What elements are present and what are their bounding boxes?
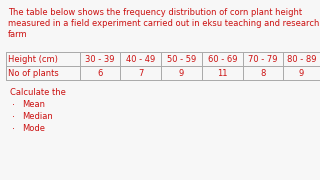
- Text: measured in a field experiment carried out in eksu teaching and research: measured in a field experiment carried o…: [8, 19, 319, 28]
- Text: farm: farm: [8, 30, 28, 39]
- Text: 50 - 59: 50 - 59: [167, 55, 196, 64]
- Bar: [6, 52, 80, 66]
- Text: 60 - 69: 60 - 69: [208, 55, 237, 64]
- Text: 30 - 39: 30 - 39: [85, 55, 115, 64]
- Text: Calculate the: Calculate the: [10, 88, 66, 97]
- Bar: [283, 52, 320, 66]
- Text: 11: 11: [217, 69, 228, 78]
- Text: The table below shows the frequency distribution of corn plant height: The table below shows the frequency dist…: [8, 8, 302, 17]
- Text: 70 - 79: 70 - 79: [248, 55, 278, 64]
- Text: ·: ·: [12, 124, 15, 134]
- Bar: [6, 52, 320, 66]
- Bar: [6, 66, 320, 80]
- Bar: [80, 66, 120, 80]
- Bar: [243, 66, 283, 80]
- Text: No of plants: No of plants: [8, 69, 59, 78]
- Text: 6: 6: [97, 69, 103, 78]
- Text: 40 - 49: 40 - 49: [126, 55, 155, 64]
- Bar: [161, 66, 202, 80]
- Text: 9: 9: [179, 69, 184, 78]
- Bar: [202, 66, 243, 80]
- Bar: [243, 52, 283, 66]
- Text: Mean: Mean: [22, 100, 45, 109]
- Bar: [161, 52, 202, 66]
- Text: 80 - 89: 80 - 89: [287, 55, 316, 64]
- Text: 7: 7: [138, 69, 143, 78]
- Bar: [202, 52, 243, 66]
- Bar: [6, 66, 80, 80]
- Text: ·: ·: [12, 112, 15, 122]
- Bar: [80, 52, 120, 66]
- Text: 9: 9: [299, 69, 304, 78]
- Text: Median: Median: [22, 112, 53, 121]
- Text: ·: ·: [12, 100, 15, 110]
- Text: Mode: Mode: [22, 124, 45, 133]
- Bar: [120, 66, 161, 80]
- Text: Height (cm): Height (cm): [8, 55, 58, 64]
- Bar: [283, 66, 320, 80]
- Text: 8: 8: [260, 69, 266, 78]
- Bar: [120, 52, 161, 66]
